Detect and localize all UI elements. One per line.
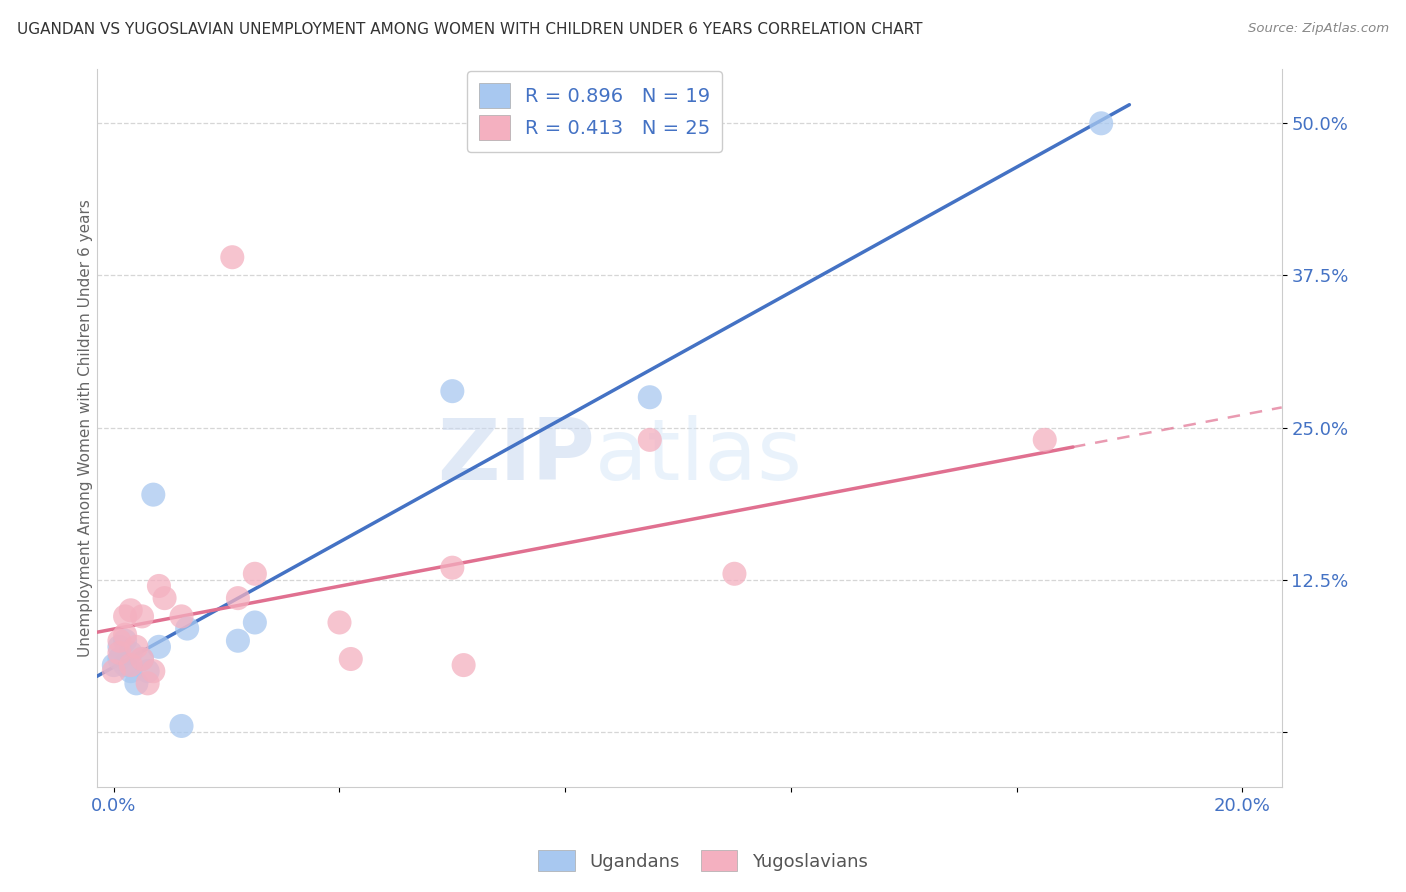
Point [103, 658, 125, 673]
Point [1090, 116, 1112, 130]
Point [114, 633, 136, 648]
Point [114, 627, 136, 641]
Text: Source: ZipAtlas.com: Source: ZipAtlas.com [1249, 22, 1389, 36]
Point [142, 664, 165, 678]
Point [108, 652, 131, 666]
Legend: Ugandans, Yugoslavians: Ugandans, Yugoslavians [531, 843, 875, 879]
Point [170, 719, 193, 733]
Point [243, 566, 266, 581]
Point [108, 640, 131, 654]
Point [131, 652, 153, 666]
Point [125, 676, 148, 690]
Y-axis label: Unemployment Among Women with Children Under 6 years: Unemployment Among Women with Children U… [79, 199, 93, 657]
Point [114, 658, 136, 673]
Point [243, 615, 266, 630]
Point [108, 646, 131, 660]
Point [638, 390, 661, 404]
Point [328, 615, 350, 630]
Point [103, 664, 125, 678]
Point [1033, 433, 1056, 447]
Point [136, 664, 159, 678]
Point [120, 664, 142, 678]
Point [120, 646, 142, 660]
Point [441, 560, 464, 574]
Point [142, 488, 165, 502]
Point [131, 609, 153, 624]
Point [153, 591, 176, 606]
Point [226, 591, 249, 606]
Text: ZIP: ZIP [437, 415, 595, 498]
Point [108, 633, 131, 648]
Point [453, 658, 475, 673]
Point [125, 640, 148, 654]
Point [120, 658, 142, 673]
Point [131, 652, 153, 666]
Point [148, 579, 170, 593]
Point [221, 250, 243, 264]
Point [226, 633, 249, 648]
Point [638, 433, 661, 447]
Point [120, 603, 142, 617]
Point [136, 676, 159, 690]
Point [170, 609, 193, 624]
Point [339, 652, 361, 666]
Point [176, 622, 198, 636]
Text: atlas: atlas [595, 415, 803, 498]
Text: UGANDAN VS YUGOSLAVIAN UNEMPLOYMENT AMONG WOMEN WITH CHILDREN UNDER 6 YEARS CORR: UGANDAN VS YUGOSLAVIAN UNEMPLOYMENT AMON… [17, 22, 922, 37]
Point [148, 640, 170, 654]
Legend: R = 0.896   N = 19, R = 0.413   N = 25: R = 0.896 N = 19, R = 0.413 N = 25 [467, 71, 723, 153]
Point [723, 566, 745, 581]
Point [114, 609, 136, 624]
Point [441, 384, 464, 399]
